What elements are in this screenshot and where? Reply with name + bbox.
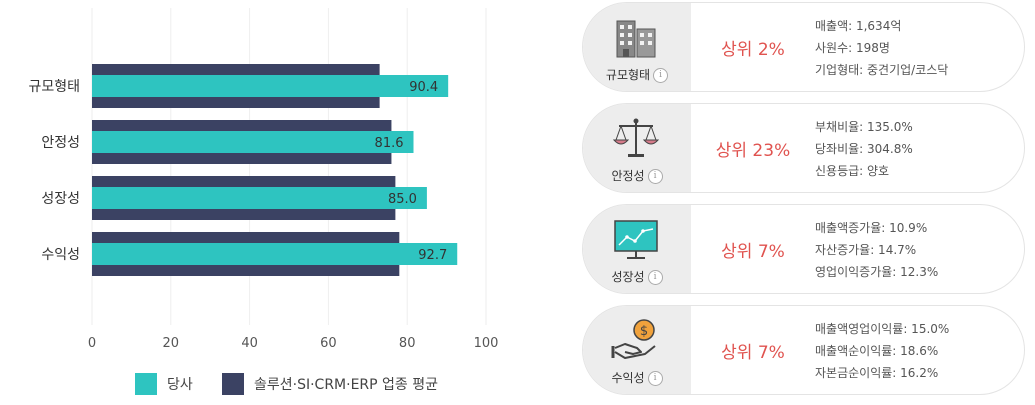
card-growth-label: 성장성 <box>611 270 645 284</box>
detail-line: 영업이익증가율: 12.3% <box>815 265 939 279</box>
card-size-details: 매출액: 1,634억 사원수: 198명 기업형태: 중견기업/코스닥 <box>815 15 948 81</box>
y-category-label: 규모형태 <box>28 79 80 95</box>
detail-line: 매출액증가율: 10.9% <box>815 221 928 235</box>
bar-chart: 0 20 40 60 80 100 90.4 규모형태 81.6 안정성 85.0 성장성 92.7 수익… <box>28 8 499 395</box>
detail-line: 매출액순이익률: 18.6% <box>815 344 939 358</box>
y-category-label: 안정성 <box>41 135 80 151</box>
detail-line: 매출액: 1,634억 <box>815 19 902 33</box>
info-icon[interactable]: i <box>647 270 663 285</box>
x-tick-label: 100 <box>474 336 499 351</box>
card-growth-rank: 상위 7% <box>721 241 785 262</box>
detail-line: 사원수: 198명 <box>815 41 890 55</box>
detail-line: 기업형태: 중견기업/코스닥 <box>815 63 949 77</box>
x-tick-label: 20 <box>163 336 180 351</box>
info-icon[interactable]: i <box>647 169 663 184</box>
detail-line: 자본금순이익률: 16.2% <box>815 366 939 380</box>
bar-ours <box>92 131 414 153</box>
card-growth-icon-panel: 성장성 i <box>583 205 691 293</box>
detail-line: 당좌비율: 304.8% <box>815 142 913 156</box>
card-size-label: 규모형태 <box>605 68 651 82</box>
info-icon[interactable]: i <box>653 68 669 83</box>
legend-label-ours: 당사 <box>167 377 193 393</box>
building-icon <box>616 20 656 58</box>
balance-scale-icon <box>612 118 660 157</box>
detail-line: 부채비율: 135.0% <box>815 120 913 134</box>
card-size-rank: 상위 2% <box>721 39 785 60</box>
card-stability-label-row: 안정성 i <box>583 167 691 184</box>
bar-ours <box>92 243 458 265</box>
card-profitability-rank: 상위 7% <box>721 342 785 363</box>
x-tick-label: 80 <box>399 336 416 351</box>
card-growth-label-row: 성장성 i <box>583 268 691 285</box>
bar-value-label: 81.6 <box>375 136 404 151</box>
detail-line: 신용등급: 양호 <box>815 164 890 178</box>
card-growth-details: 매출액증가율: 10.9% 자산증가율: 14.7% 영업이익증가율: 12.3… <box>815 217 938 283</box>
legend-swatch-average <box>222 373 244 395</box>
card-profitability-icon-panel: $ 수익성 i <box>583 306 691 394</box>
card-stability-rank: 상위 23% <box>715 140 791 161</box>
growth-chart-icon <box>614 220 658 259</box>
coin-glyph: $ <box>640 324 648 339</box>
x-tick-label: 60 <box>320 336 337 351</box>
bar-value-label: 90.4 <box>409 80 438 95</box>
card-profitability-details: 매출액영업이익률: 15.0% 매출액순이익률: 18.6% 자본금순이익률: … <box>815 318 949 384</box>
money-hand-icon: $ <box>611 319 656 359</box>
card-stability-details: 부채비율: 135.0% 당좌비율: 304.8% 신용등급: 양호 <box>815 116 913 182</box>
card-stability: 안정성 i 상위 23% 부채비율: 135.0% 당좌비율: 304.8% 신용… <box>582 103 1025 193</box>
bar-ours <box>92 75 449 97</box>
detail-line: 매출액영업이익률: 15.0% <box>815 322 950 336</box>
y-category-label: 수익성 <box>41 247 80 263</box>
card-size-label-row: 규모형태 i <box>583 66 691 83</box>
card-profitability-label: 수익성 <box>611 371 645 385</box>
card-profitability-label-row: 수익성 i <box>583 369 691 386</box>
legend-label-average: 솔루션·SI·CRM·ERP 업종 평균 <box>254 377 438 393</box>
info-icon[interactable]: i <box>647 371 663 386</box>
legend-swatch-ours <box>135 373 157 395</box>
card-size: 규모형태 i 상위 2% 매출액: 1,634억 사원수: 198명 기업형태: … <box>582 2 1025 92</box>
card-stability-icon-panel: 안정성 i <box>583 104 691 192</box>
card-growth: 성장성 i 상위 7% 매출액증가율: 10.9% 자산증가율: 14.7% 영업… <box>582 204 1025 294</box>
card-stability-label: 안정성 <box>611 169 645 183</box>
y-category-label: 성장성 <box>41 191 80 207</box>
detail-line: 자산증가율: 14.7% <box>815 243 917 257</box>
x-tick-label: 40 <box>241 336 258 351</box>
bar-value-label: 85.0 <box>388 192 417 207</box>
card-size-icon-panel: 규모형태 i <box>583 3 691 91</box>
bar-value-label: 92.7 <box>418 248 447 263</box>
card-profitability: $ 수익성 i 상위 7% 매출액영업이익률: 15.0% 매출액순이익률: 18… <box>582 305 1025 395</box>
bar-ours <box>92 187 427 209</box>
x-tick-label: 0 <box>88 336 96 351</box>
